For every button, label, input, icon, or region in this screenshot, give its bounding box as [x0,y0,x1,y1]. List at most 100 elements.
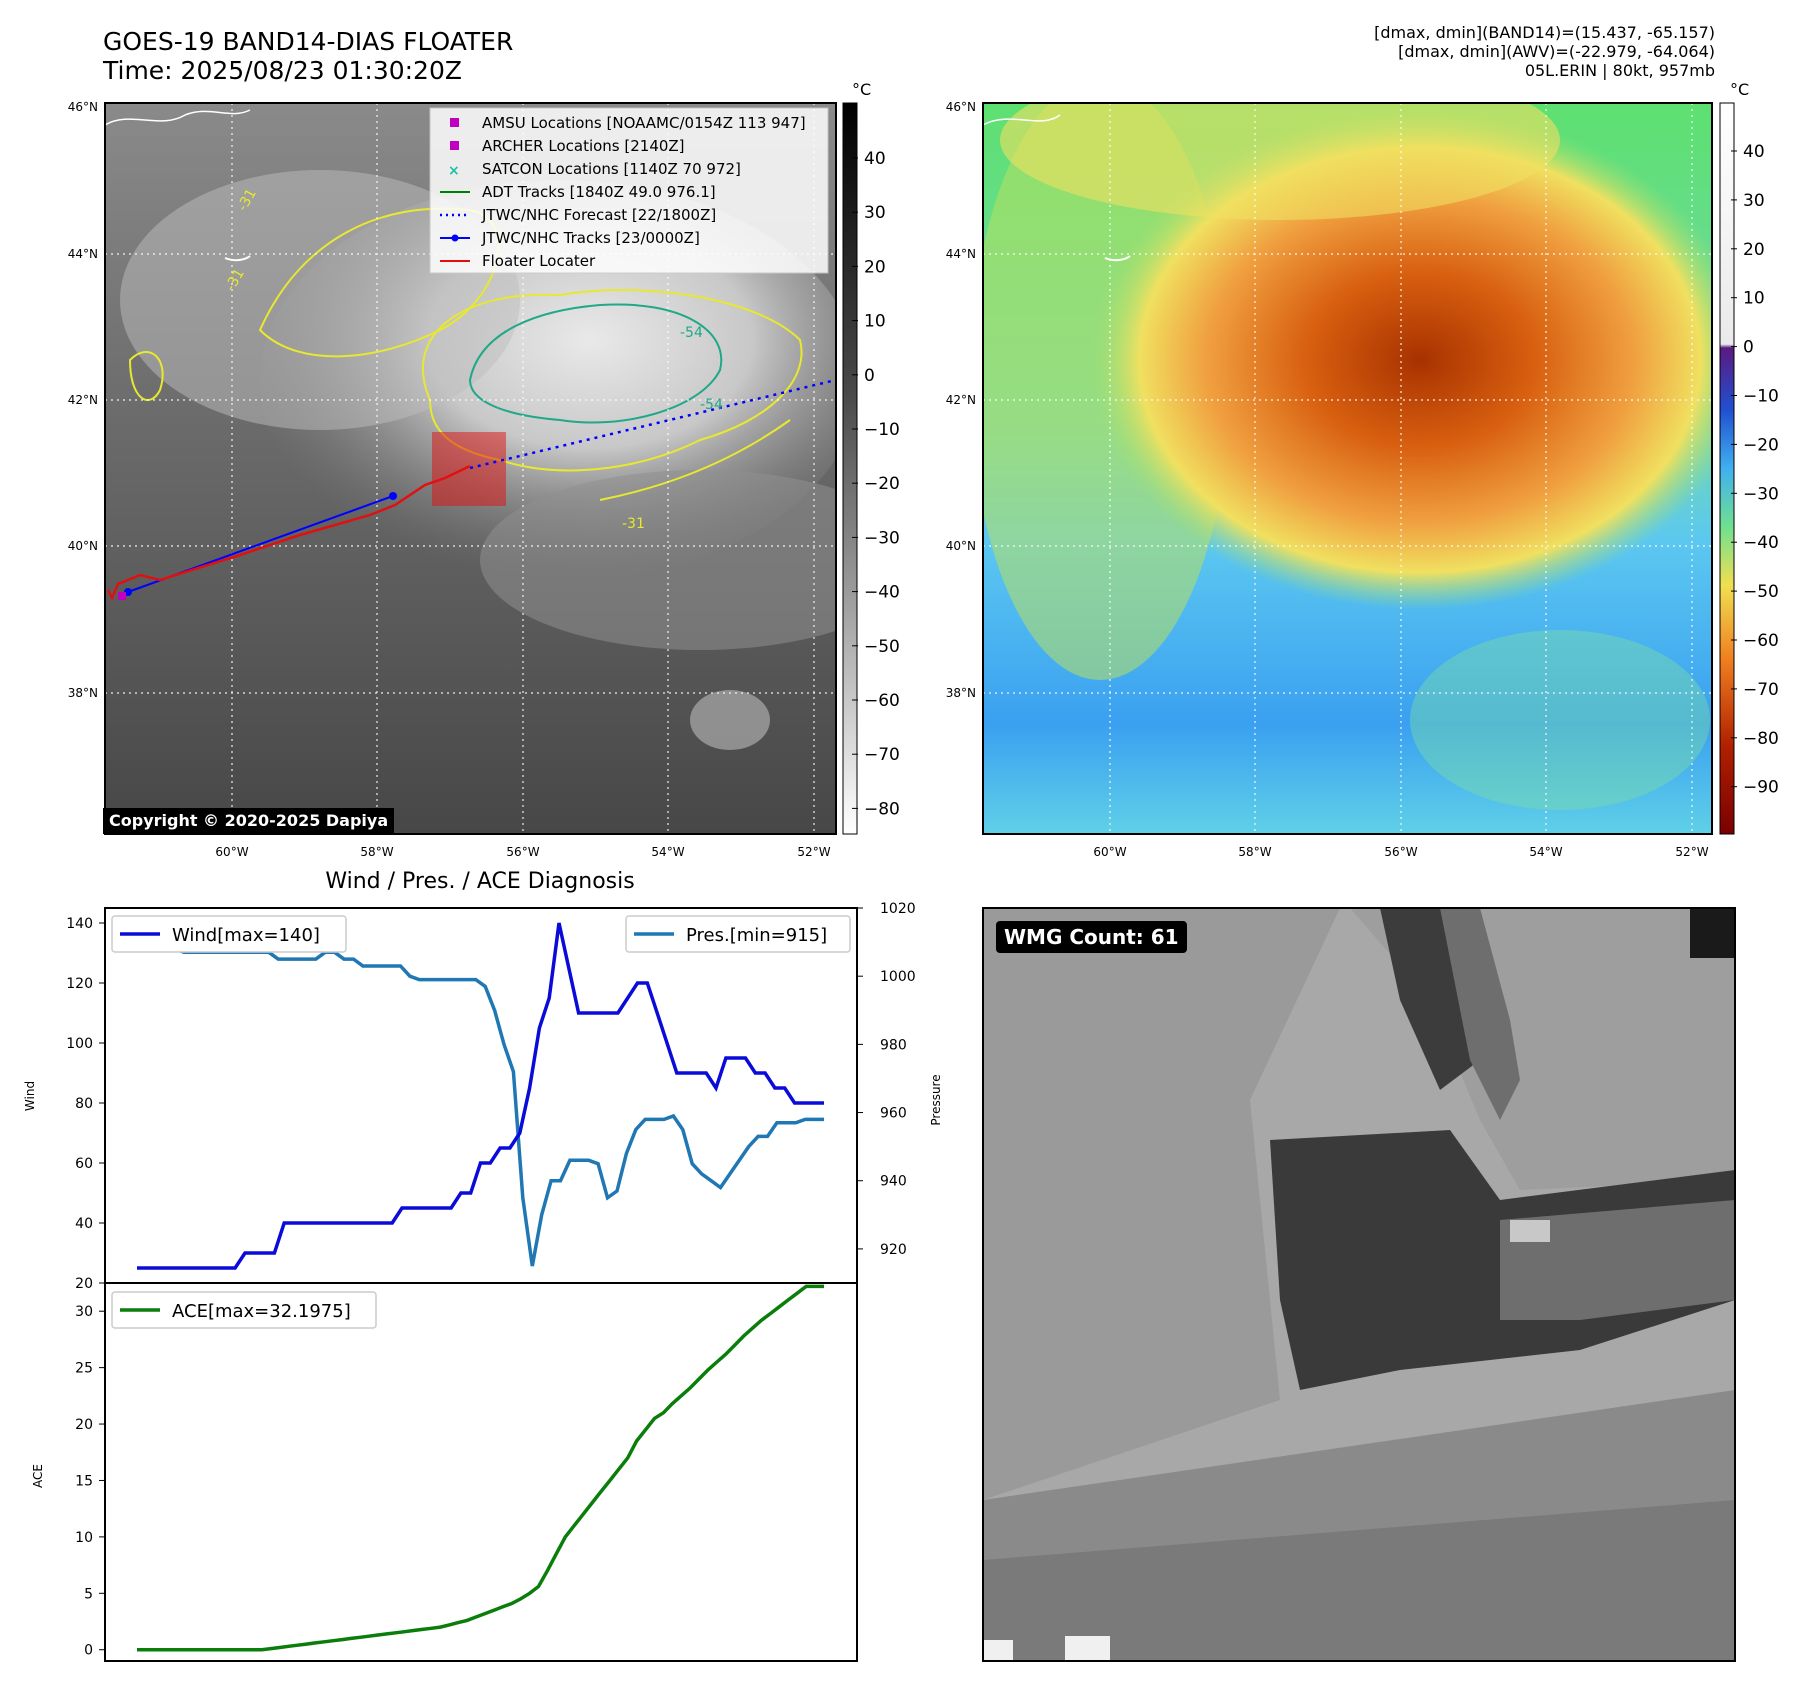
awv-lon-60: 60°W [1093,845,1126,859]
legend-satcon: SATCON Locations [1140Z 70 972] [482,160,741,178]
awv-lon-58: 58°W [1238,845,1271,859]
pressure-ytick-2: 960 [880,1106,907,1122]
ace-ytick-6: 30 [75,1304,93,1320]
awv-lat-44: 44°N [946,247,976,261]
wmg-panel [982,907,1736,1662]
ace-ylabel: ACE [31,1464,45,1488]
ir-colorbar-tick-11: −70 [864,745,900,765]
wind-ytick-5: 120 [66,976,93,992]
ir-lat-44: 44°N [68,247,98,261]
contour-label-4: -54 [680,325,703,341]
pressure-ytick-3: 980 [880,1037,907,1053]
ace-ytick-4: 20 [75,1417,93,1433]
wind-ytick-4: 100 [66,1036,93,1052]
ir-lon-58: 58°W [360,845,393,859]
wind-legend: Wind[max=140] [172,925,320,946]
stats-block: [dmax, dmin](BAND14)=(15.437, -65.157) [… [1374,23,1715,80]
ir-colorbar-tick-9: −50 [864,637,900,657]
awv-lat-42: 42°N [946,393,976,407]
wind-ylabel: Wind [23,1081,37,1111]
ir-colorbar-tick-3: 10 [864,312,886,332]
ir-lon-52: 52°W [797,845,830,859]
figure-title: GOES-19 BAND14-DIAS FLOATER Time: 2025/0… [103,27,513,85]
legend-archer: ARCHER Locations [2140Z] [482,137,685,155]
ir-colorbar: 40 30 20 10 0 −10 −20 −30 −40 −50 −60 −70 −80 [842,102,900,835]
ir-colorbar-tick-8: −40 [864,583,900,603]
awv-colorbar-tick-3: 10 [1743,289,1765,309]
ace-ytick-3: 15 [75,1473,93,1489]
contour-label-5: -54 [700,397,723,413]
ir-colorbar-tick-4: 0 [864,366,875,386]
ir-colorbar-tick-6: −20 [864,474,900,494]
ir-lat-40: 40°N [68,539,98,553]
floater-track [106,464,471,601]
ace-series-line [137,1284,824,1652]
pressure-ytick-5: 1020 [880,901,916,917]
forecast-track [469,378,836,470]
wind-pressure-chart: Wind / Pres. / ACE Diagnosis 20 40 60 80 100… [23,869,943,1292]
ir-lon-56: 56°W [506,845,539,859]
diagnosis-title: Wind / Pres. / ACE Diagnosis [325,869,634,894]
legend-amsu: AMSU Locations [NOAAMC/0154Z 113 947] [482,114,806,132]
pressure-ytick-0: 920 [880,1242,907,1258]
pressure-ytick-4: 1000 [880,969,916,985]
pressure-ylabel: Pressure [929,1074,943,1125]
copyright-label: Copyright © 2020-2025 Dapiya [103,808,395,834]
awv-colorbar-tick-4: 0 [1743,338,1754,358]
stats-line-2: [dmax, dmin](AWV)=(-22.979, -64.064) [1398,42,1715,61]
ace-legend: ACE[max=32.1975] [172,1301,351,1322]
ir-lon-54: 54°W [651,845,684,859]
legend-forecast: JTWC/NHC Forecast [22/1800Z] [481,206,716,224]
legend-tracks: JTWC/NHC Tracks [23/0000Z] [481,229,700,247]
wind-ytick-1: 40 [75,1216,93,1232]
ir-lat-38: 38°N [68,686,98,700]
floater-box [432,432,506,506]
ir-colorbar-tick-7: −30 [864,528,900,548]
ir-legend: AMSU Locations [NOAAMC/0154Z 113 947] AR… [429,107,829,274]
ir-axis-labels: 46°N 44°N 42°N 40°N 38°N 60°W 58°W 56°W … [68,100,831,859]
awv-colorbar-tick-7: −30 [1743,484,1779,504]
ir-colorbar-tick-12: −80 [864,799,900,819]
awv-colorbar-tick-0: 40 [1743,142,1765,162]
stats-line-1: [dmax, dmin](BAND14)=(15.437, -65.157) [1374,23,1715,42]
ir-colorbar-tick-10: −60 [864,691,900,711]
wind-series-line [137,922,824,1270]
ir-colorbar-tick-1: 30 [864,203,886,223]
title-line-2: Time: 2025/08/23 01:30:20Z [103,56,462,85]
ace-ytick-2: 10 [75,1530,93,1546]
awv-colorbar: 40 30 20 10 0 −10 −20 −30 −40 −50 −60 −70 −80 −90 [1719,102,1779,835]
awv-lat-40: 40°N [946,539,976,553]
awv-colorbar-tick-6: −20 [1743,435,1779,455]
wmg-count-badge: WMG Count: 61 [996,921,1187,953]
awv-lat-38: 38°N [946,686,976,700]
ir-lat-46: 46°N [68,100,98,114]
title-line-1: GOES-19 BAND14-DIAS FLOATER [103,27,514,56]
ir-lat-42: 42°N [68,393,98,407]
contour-label-3: -31 [622,516,645,532]
awv-colorbar-tick-1: 30 [1743,191,1765,211]
ir-colorbar-tick-5: −10 [864,420,900,440]
wind-ytick-6: 140 [66,916,93,932]
pressure-legend: Pres.[min=915] [686,925,827,946]
ace-chart: 0 5 10 15 20 25 30 ACE ACE[max=32.1975] [31,1282,858,1662]
awv-colorbar-tick-12: −80 [1743,729,1779,749]
wind-ytick-0: 20 [75,1276,93,1292]
awv-colorbar-tick-9: −50 [1743,582,1779,602]
awv-colorbar-tick-5: −10 [1743,387,1779,407]
awv-colorbar-tick-11: −70 [1743,680,1779,700]
awv-lon-56: 56°W [1384,845,1417,859]
pressure-ytick-1: 940 [880,1174,907,1190]
awv-colorbar-tick-2: 20 [1743,240,1765,260]
awv-colorbar-tick-8: −40 [1743,533,1779,553]
ir-colorbar-unit: °C [852,80,872,99]
ace-ytick-0: 0 [84,1643,93,1659]
ir-colorbar-tick-2: 20 [864,257,886,277]
awv-lat-46: 46°N [946,100,976,114]
stats-line-3: 05L.ERIN | 80kt, 957mb [1524,61,1715,80]
awv-lon-52: 52°W [1675,845,1708,859]
awv-colorbar-tick-13: −90 [1743,778,1779,798]
wind-ytick-3: 80 [75,1096,93,1112]
awv-map-panel [982,102,1713,835]
awv-lon-54: 54°W [1529,845,1562,859]
ir-colorbar-tick-0: 40 [864,149,886,169]
